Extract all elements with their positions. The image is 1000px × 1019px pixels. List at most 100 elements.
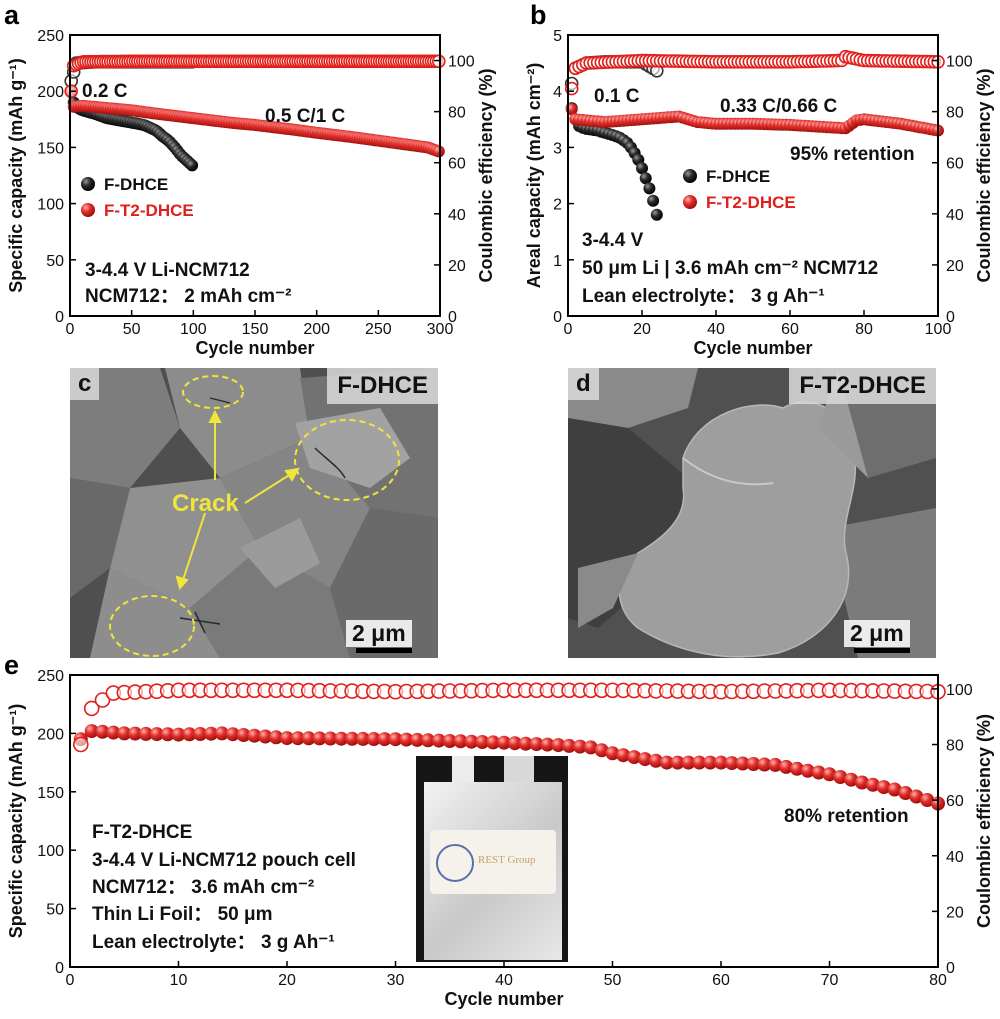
x-tick-label: 50 [604, 972, 622, 989]
x-tick-label: 80 [855, 321, 873, 338]
y2-tick-label: 20 [946, 258, 964, 275]
y2-tick-label: 100 [946, 54, 973, 71]
x-tick-label: 60 [781, 321, 799, 338]
data-point-f-t2-dhce-capacity [323, 731, 338, 746]
data-point-f-t2-dhce-capacity [768, 757, 783, 772]
x-tick-label: 70 [821, 972, 839, 989]
y-axis-title: Specific capacity (mAh g⁻¹) [6, 704, 26, 939]
data-point-f-t2-dhce-capacity [84, 724, 99, 739]
panel-d-scale-bar [854, 648, 910, 653]
data-point-f-t2-dhce-capacity [865, 777, 880, 792]
legend-label: F-DHCE [706, 167, 770, 186]
x-tick-label: 100 [925, 321, 952, 338]
data-point-f-t2-dhce-capacity [247, 728, 262, 743]
panel-d-sem-image: d F-T2-DHCE 2 μm [568, 368, 936, 658]
data-point-f-t2-dhce-capacity [301, 731, 316, 746]
x-tick-label: 10 [170, 972, 188, 989]
y-tick-label: 0 [55, 960, 64, 977]
y2-tick-label: 40 [448, 207, 466, 224]
data-point-f-t2-dhce-capacity [442, 734, 457, 748]
y-tick-label: 50 [46, 902, 64, 919]
data-point-f-t2-dhce-capacity [909, 789, 924, 804]
data-point-f-t2-dhce-capacity [280, 731, 294, 746]
data-point-f-t2-dhce-capacity [692, 755, 707, 770]
data-point-f-t2-dhce-capacity [757, 757, 772, 772]
legend-marker [683, 169, 697, 183]
data-point-f-t2-dhce-capacity [746, 757, 761, 771]
annotation: Thin Li Foil： 50 μm [92, 904, 273, 925]
y2-tick-label: 60 [448, 156, 466, 173]
data-point-f-t2-dhce-capacity [475, 735, 490, 749]
y2-tick-label: 80 [946, 738, 964, 755]
data-point-f-t2-dhce-capacity [779, 759, 794, 774]
data-point-f-t2-dhce-capacity [160, 727, 175, 742]
annotation: 3-4.4 V Li-NCM712 pouch cell [92, 850, 356, 871]
data-point-f-t2-dhce-capacity [388, 732, 403, 747]
data-point-f-t2-dhce-capacity [128, 726, 143, 741]
data-point-f-t2-dhce-capacity [138, 726, 153, 741]
data-point-f-t2-dhce-capacity [844, 772, 859, 787]
y2-tick-label: 20 [946, 904, 964, 921]
data-point-f-t2-dhce-capacity [887, 782, 902, 797]
panel-d-letter: d [568, 368, 599, 400]
data-point-f-t2-dhce-capacity [149, 727, 164, 742]
data-point-f-t2-dhce-capacity [507, 736, 522, 751]
legend-marker [81, 177, 95, 191]
data-point-f-t2-dhce-capacity [117, 726, 132, 741]
y2-tick-label: 60 [946, 793, 964, 810]
legend-label: F-T2-DHCE [706, 193, 796, 212]
data-point-f-t2-dhce-capacity [366, 732, 381, 746]
panel-c-letter: c [70, 368, 100, 400]
annotation: NCM712： 3.6 mAh cm⁻² [92, 877, 314, 898]
data-point-f-t2-dhce-capacity [670, 755, 685, 770]
data-point-f-t2-dhce-capacity [876, 780, 891, 795]
annotation: 0.5 C/1 C [265, 106, 346, 127]
annotation: 0.1 C [594, 86, 640, 107]
x-tick-label: 60 [712, 972, 730, 989]
y-tick-label: 100 [37, 843, 64, 860]
university-seal-icon [436, 844, 474, 882]
data-point-f-t2-dhce-capacity [898, 786, 913, 800]
data-point-f-t2-dhce-capacity [345, 731, 360, 746]
x-axis-title: Cycle number [693, 338, 812, 358]
y2-tick-label: 40 [946, 849, 964, 866]
data-point-f-t2-dhce-capacity [334, 731, 349, 746]
legend-label: F-DHCE [104, 175, 168, 194]
data-point-f-t2-dhce-ce [94, 692, 111, 708]
panel-d-title: F-T2-DHCE [789, 368, 936, 404]
data-point-f-t2-dhce-capacity [290, 731, 305, 746]
annotation: 0.33 C/0.66 C [720, 96, 838, 117]
data-point-f-dhce-capacity [643, 182, 656, 195]
sem-micrograph-c [70, 368, 438, 658]
annotation: 95% retention [790, 144, 915, 165]
data-point-f-t2-dhce-capacity [714, 755, 728, 770]
annotation: F-T2-DHCE [92, 822, 192, 843]
data-point-f-t2-dhce-ce [83, 700, 100, 717]
x-tick-label: 200 [303, 321, 330, 338]
y-tick-label: 0 [553, 309, 562, 326]
data-point-f-t2-dhce-capacity [735, 756, 750, 771]
data-point-f-t2-dhce-ce [431, 54, 446, 69]
panel-a-letter: a [4, 0, 20, 30]
annotation: Lean electrolyte： 3 g Ah⁻¹ [582, 286, 825, 307]
panel-c-scale-bar [356, 648, 412, 653]
annotation: 3-4.4 V Li-NCM712 [85, 260, 250, 281]
data-point-f-t2-dhce-capacity [182, 727, 197, 742]
data-point-f-dhce-capacity [639, 172, 652, 185]
data-point-f-t2-dhce-capacity [811, 765, 826, 780]
data-point-f-dhce-capacity [650, 208, 663, 221]
data-point-f-t2-dhce-capacity [724, 756, 739, 771]
x-tick-label: 300 [427, 321, 454, 338]
panel-b-letter: b [530, 0, 547, 30]
y2-tick-label: 20 [448, 258, 466, 275]
panel-c-sem-image: Crack c F-DHCE 2 μm [70, 368, 438, 658]
y-tick-label: 250 [37, 668, 64, 685]
data-point-f-t2-dhce-ce [73, 736, 89, 753]
data-point-f-t2-dhce-capacity [431, 733, 446, 748]
panel-c-title: F-DHCE [327, 368, 438, 404]
data-point-f-t2-dhce-capacity [594, 743, 609, 758]
x-tick-label: 0 [66, 972, 75, 989]
data-point-f-t2-dhce-capacity [432, 145, 445, 158]
pouch-sticker: REST Group [430, 830, 556, 894]
